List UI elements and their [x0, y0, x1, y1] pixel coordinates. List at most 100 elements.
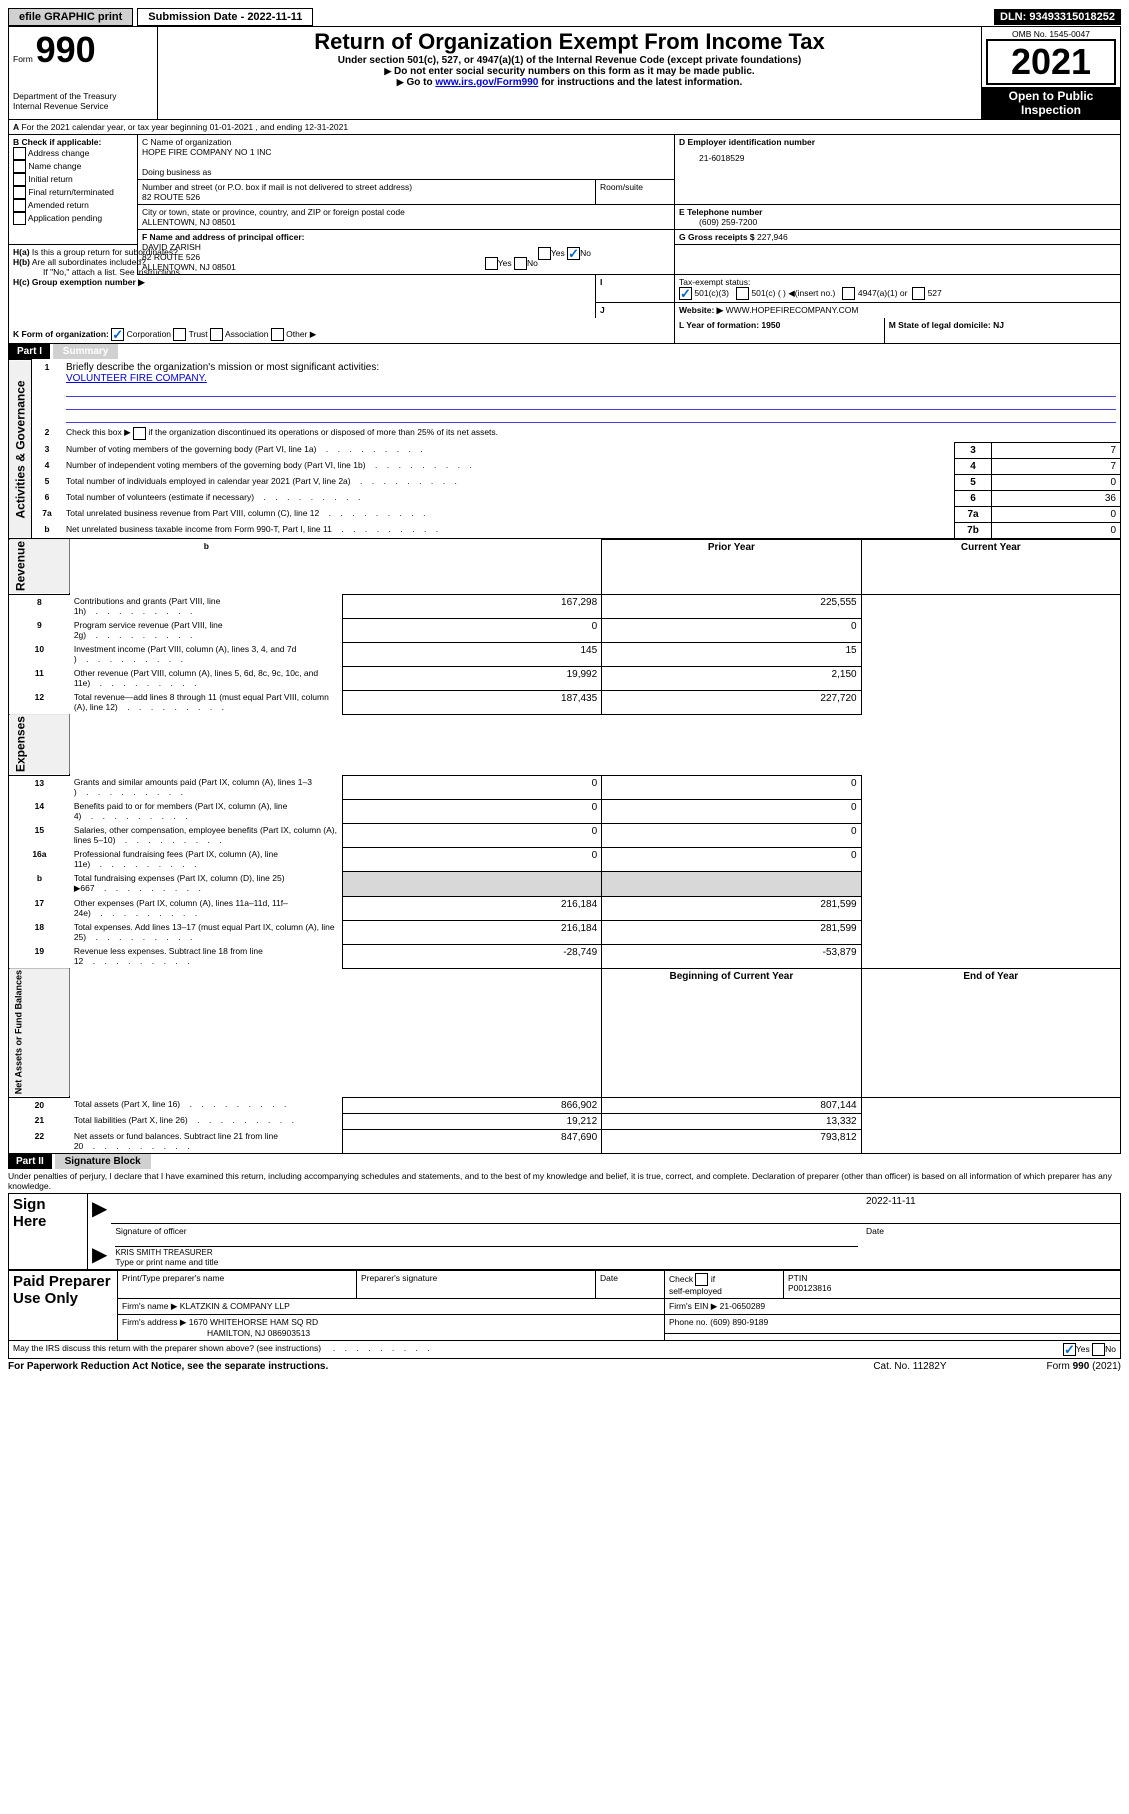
opt-address: Address change [28, 148, 89, 158]
officer-name-label: Type or print name and title [115, 1257, 858, 1267]
address-change-checkbox[interactable] [13, 147, 26, 160]
tax-year: 2021 [986, 39, 1116, 85]
phone-value: (609) 259-7200 [699, 217, 1116, 227]
may-irs-yes-checkbox[interactable] [1063, 1343, 1076, 1356]
part1-table: Part I Summary Activities & Governance 1… [8, 344, 1121, 539]
501c-checkbox[interactable] [736, 287, 749, 300]
cat-no: Cat. No. 11282Y [873, 1361, 946, 1372]
identification-section: A For the 2021 calendar year, or tax yea… [8, 120, 1121, 344]
gross-receipts: 227,946 [757, 232, 788, 242]
end-year-label: End of Year [963, 971, 1018, 982]
opt-application: Application pending [28, 213, 102, 223]
line2-text: Check this box ▶ if the organization dis… [66, 427, 498, 437]
prep-name-label: Print/Type preparer's name [118, 1270, 357, 1298]
k-label: K Form of organization: [13, 329, 109, 339]
may-irs-text: May the IRS discuss this return with the… [13, 1343, 321, 1353]
omb-label: OMB No. 1545-0047 [986, 29, 1116, 39]
opt-final: Final return/terminated [28, 187, 114, 197]
other-checkbox[interactable] [271, 328, 284, 341]
warn2-suffix: for instructions and the latest informat… [538, 77, 742, 88]
vert-net: Net Assets or Fund Balances [9, 968, 70, 1097]
firm-ein-label: Firm's EIN ▶ [669, 1301, 717, 1311]
paperwork-notice: For Paperwork Reduction Act Notice, see … [8, 1361, 328, 1372]
current-year-label: Current Year [961, 542, 1021, 553]
prior-year-label: Prior Year [708, 542, 755, 553]
vert-governance: Activities & Governance [9, 360, 32, 539]
firm-addr2: HAMILTON, NJ 086903513 [207, 1328, 310, 1338]
room-label: Room/suite [596, 180, 675, 205]
application-pending-checkbox[interactable] [13, 212, 26, 225]
assoc-checkbox[interactable] [210, 328, 223, 341]
efile-button[interactable]: efile GRAPHIC print [8, 8, 133, 26]
l-label: L Year of formation: 1950 [679, 320, 780, 330]
e-label: E Telephone number [679, 207, 762, 217]
initial-return-checkbox[interactable] [13, 173, 26, 186]
ha-no-checkbox[interactable] [567, 247, 580, 260]
firm-addr1: 1670 WHITEHORSE HAM SQ RD [189, 1317, 318, 1327]
part1-header: Part I [9, 344, 50, 359]
name-change-checkbox[interactable] [13, 160, 26, 173]
warn1: Do not enter social security numbers on … [394, 66, 755, 77]
line1-label: Briefly describe the organization's miss… [66, 362, 379, 373]
firm-name-label: Firm's name ▶ [122, 1301, 177, 1311]
firm-ein-value: 21-0650289 [720, 1301, 765, 1311]
501c3-checkbox[interactable] [679, 287, 692, 300]
4947-checkbox[interactable] [842, 287, 855, 300]
sign-here-label: Sign Here [9, 1194, 88, 1270]
ptin-label: PTIN [788, 1273, 807, 1283]
part2-subtitle: Signature Block [55, 1154, 151, 1169]
amended-return-checkbox[interactable] [13, 199, 26, 212]
hc-label: H(c) Group exemption number ▶ [13, 277, 145, 287]
final-return-checkbox[interactable] [13, 186, 26, 199]
opt-initial: Initial return [28, 174, 72, 184]
self-employed-checkbox[interactable] [695, 1273, 708, 1286]
open-inspection: Open to Public Inspection [982, 87, 1121, 120]
part1-subtitle: Summary [53, 344, 119, 359]
paid-preparer-label: Paid Preparer Use Only [9, 1270, 118, 1340]
hb-yes-checkbox[interactable] [485, 257, 498, 270]
form-number: 990 [36, 29, 96, 70]
c-name-label: C Name of organization [142, 137, 670, 147]
hb-no-checkbox[interactable] [514, 257, 527, 270]
opt-amended: Amended return [28, 200, 89, 210]
street-label: Number and street (or P.O. box if mail i… [142, 182, 591, 192]
warn2-prefix: Go to [406, 77, 435, 88]
discontinued-checkbox[interactable] [133, 427, 146, 440]
sig-date-label: Date [866, 1226, 1116, 1236]
city-value: ALLENTOWN, NJ 08501 [142, 217, 670, 227]
irs-label: Internal Revenue Service [13, 101, 153, 111]
ein-value: 21-6018529 [699, 153, 1116, 163]
prep-date-label: Date [596, 1270, 665, 1298]
irs-link[interactable]: www.irs.gov/Form990 [435, 77, 538, 88]
form-title: Return of Organization Exempt From Incom… [162, 29, 977, 55]
may-irs-no-checkbox[interactable] [1092, 1343, 1105, 1356]
website-value: WWW.HOPEFIRECOMPANY.COM [726, 305, 859, 315]
penalties-text: Under penalties of perjury, I declare th… [8, 1169, 1121, 1193]
527-checkbox[interactable] [912, 287, 925, 300]
street-value: 82 ROUTE 526 [142, 192, 591, 202]
signature-table: Sign Here ▶ 2022-11-11 ▶ Signature of of… [8, 1193, 1121, 1270]
m-label: M State of legal domicile: NJ [889, 320, 1004, 330]
trust-checkbox[interactable] [173, 328, 186, 341]
preparer-table: Paid Preparer Use Only Print/Type prepar… [8, 1270, 1121, 1359]
firm-addr-label: Firm's address ▶ [122, 1317, 186, 1327]
ha-yes-checkbox[interactable] [538, 247, 551, 260]
dept-label: Department of the Treasury [13, 91, 153, 101]
ptin-value: P00123816 [788, 1283, 832, 1293]
firm-phone-value: (609) 890-9189 [710, 1317, 768, 1327]
firm-phone-label: Phone no. [669, 1317, 708, 1327]
sig-officer-label: Signature of officer [115, 1226, 858, 1236]
mission-text: VOLUNTEER FIRE COMPANY. [66, 373, 207, 384]
submission-date-button[interactable]: Submission Date - 2022-11-11 [137, 8, 313, 26]
opt-name: Name change [28, 161, 81, 171]
begin-year-label: Beginning of Current Year [670, 971, 794, 982]
sig-date-value: 2022-11-11 [862, 1194, 1121, 1224]
vert-revenue: Revenue [9, 539, 70, 594]
j-label: Website: ▶ [679, 305, 723, 315]
form-prefix: Form [13, 54, 33, 64]
org-name: HOPE FIRE COMPANY NO 1 INC [142, 147, 670, 157]
dln-label: DLN: 93493315018252 [994, 9, 1121, 25]
form-subtitle: Under section 501(c), 527, or 4947(a)(1)… [162, 55, 977, 66]
dba-label: Doing business as [142, 167, 670, 177]
corp-checkbox[interactable] [111, 328, 124, 341]
